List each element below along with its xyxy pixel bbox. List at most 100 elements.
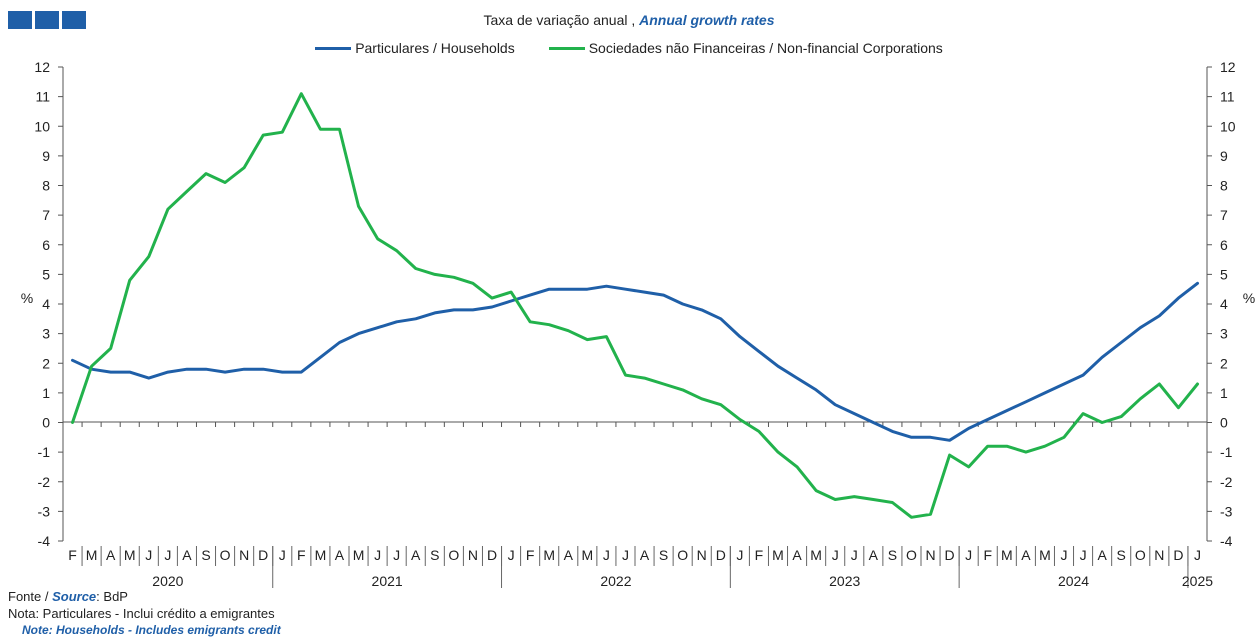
chart-legend: Particulares / Households Sociedades não… xyxy=(0,40,1258,56)
y-tick-label-left: 1 xyxy=(42,385,50,401)
y-tick-label-left: 11 xyxy=(35,89,50,105)
y-tick-label-right: 8 xyxy=(1220,178,1228,194)
x-tick-label: A xyxy=(106,547,116,563)
x-tick-label: O xyxy=(906,547,917,563)
y-tick-label-left: 5 xyxy=(42,266,50,282)
x-tick-label: A xyxy=(182,547,192,563)
x-tick-label: M xyxy=(353,547,365,563)
year-label: 2024 xyxy=(1058,573,1089,589)
x-tick-label: A xyxy=(869,547,879,563)
x-tick-label: S xyxy=(201,547,210,563)
x-tick-label: S xyxy=(888,547,897,563)
x-tick-label: J xyxy=(374,547,381,563)
y-tick-label-left: 9 xyxy=(42,148,50,164)
x-tick-label: A xyxy=(792,547,802,563)
note-english: Note: Households - Includes emigrants cr… xyxy=(22,623,281,637)
y-tick-label-left: 7 xyxy=(42,207,50,223)
chart-title: Taxa de variação anual , Annual growth r… xyxy=(0,12,1258,28)
legend-swatch-corporations xyxy=(548,46,585,50)
x-tick-label: M xyxy=(810,547,822,563)
x-tick-label: S xyxy=(430,547,439,563)
x-tick-label: M xyxy=(543,547,555,563)
title-portuguese: Taxa de variação anual , xyxy=(483,12,636,28)
y-tick-label-right: 3 xyxy=(1220,326,1228,342)
y-tick-label-right: 7 xyxy=(1220,207,1228,223)
x-tick-label: J xyxy=(393,547,400,563)
y-tick-label-left: 3 xyxy=(42,326,50,342)
x-tick-label: F xyxy=(68,547,77,563)
y-tick-label-right: -3 xyxy=(1220,503,1233,519)
x-tick-label: O xyxy=(1135,547,1146,563)
y-tick-label-right: 0 xyxy=(1220,415,1228,431)
x-tick-label: J xyxy=(1080,547,1087,563)
y-tick-label-left: 4 xyxy=(42,296,50,312)
x-tick-label: J xyxy=(145,547,152,563)
x-tick-label: M xyxy=(772,547,784,563)
x-tick-label: J xyxy=(622,547,629,563)
year-label: 2022 xyxy=(600,573,631,589)
bank-logo-icon xyxy=(8,11,86,29)
x-tick-label: J xyxy=(603,547,610,563)
y-tick-label-right: 4 xyxy=(1220,296,1228,312)
y-tick-label-left: -3 xyxy=(38,503,51,519)
x-tick-label: A xyxy=(1097,547,1107,563)
x-tick-label: A xyxy=(1021,547,1031,563)
series-line-corporations xyxy=(71,92,1199,519)
x-tick-label: J xyxy=(1061,547,1068,563)
x-tick-label: O xyxy=(677,547,688,563)
x-tick-label: J xyxy=(164,547,171,563)
x-tick-label: O xyxy=(448,547,459,563)
legend-label-households: Particulares / Households xyxy=(355,40,515,56)
y-tick-label-right: 2 xyxy=(1220,355,1228,371)
y-tick-label-right: 5 xyxy=(1220,266,1228,282)
x-tick-label: J xyxy=(965,547,972,563)
y-tick-label-right: -4 xyxy=(1220,533,1233,549)
y-tick-label-right: 1 xyxy=(1220,385,1228,401)
x-tick-label: N xyxy=(925,547,935,563)
y-tick-label-left: 8 xyxy=(42,178,50,194)
x-tick-label: D xyxy=(1173,547,1183,563)
y-tick-label-right: 11 xyxy=(1220,89,1235,105)
x-tick-label: J xyxy=(279,547,286,563)
source-label-pt: Fonte / xyxy=(8,589,49,604)
y-tick-label-right: -2 xyxy=(1220,474,1233,490)
x-tick-label: M xyxy=(581,547,593,563)
year-label: 2025 xyxy=(1182,573,1213,589)
x-tick-label: M xyxy=(124,547,136,563)
source-value: : BdP xyxy=(96,589,128,604)
x-tick-label: A xyxy=(564,547,574,563)
y-tick-label-left: -4 xyxy=(38,533,51,549)
x-tick-label: S xyxy=(659,547,668,563)
x-tick-label: A xyxy=(335,547,345,563)
x-tick-label: M xyxy=(315,547,327,563)
source-label-en: Source xyxy=(52,589,97,604)
x-tick-label: D xyxy=(258,547,268,563)
x-tick-label: J xyxy=(851,547,858,563)
title-english: Annual growth rates xyxy=(639,12,775,28)
legend-item-households: Particulares / Households xyxy=(315,40,515,56)
x-tick-label: M xyxy=(1039,547,1051,563)
x-tick-label: F xyxy=(755,547,764,563)
y-tick-label-left: 12 xyxy=(34,59,50,75)
x-tick-label: S xyxy=(1117,547,1126,563)
legend-item-corporations: Sociedades não Financeiras / Non-financi… xyxy=(548,40,943,56)
x-tick-label: N xyxy=(468,547,478,563)
x-tick-label: J xyxy=(736,547,743,563)
y-tick-label-left: 10 xyxy=(34,118,50,134)
y-tick-label-right: 6 xyxy=(1220,237,1228,253)
y-tick-label-right: 12 xyxy=(1220,59,1236,75)
legend-label-corporations: Sociedades não Financeiras / Non-financi… xyxy=(588,40,943,56)
y-tick-label-right: 9 xyxy=(1220,148,1228,164)
series-line-households xyxy=(71,281,1199,442)
x-tick-label: M xyxy=(86,547,98,563)
y-tick-label-right: 10 xyxy=(1220,118,1236,134)
x-tick-label: D xyxy=(945,547,955,563)
year-label: 2020 xyxy=(152,573,183,589)
year-label: 2023 xyxy=(829,573,860,589)
source-line: Fonte / Source: BdP xyxy=(8,589,128,605)
y-tick-label-left: 2 xyxy=(42,355,50,371)
y-tick-label-left: 0 xyxy=(42,415,50,431)
x-tick-label: J xyxy=(1194,547,1201,563)
x-tick-label: N xyxy=(697,547,707,563)
